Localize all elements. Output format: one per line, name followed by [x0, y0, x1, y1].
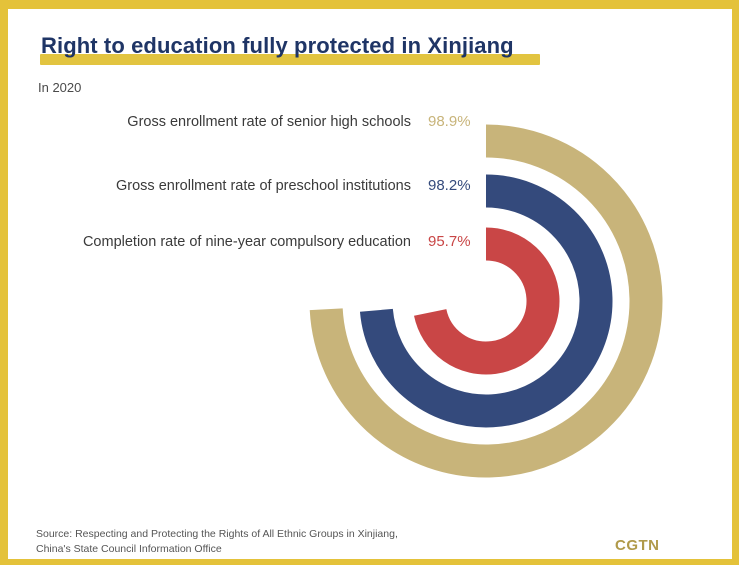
series-label-2: Gross enrollment rate of preschool insti… [116, 178, 411, 194]
ring-arc-1 [309, 124, 663, 478]
source-line-2: China's State Council Information Office [36, 543, 222, 555]
title-highlight-bar [40, 54, 540, 65]
source-line-1: Source: Respecting and Protecting the Ri… [36, 528, 398, 540]
series-label-3: Completion rate of nine-year compulsory … [83, 234, 411, 250]
subtitle: In 2020 [38, 80, 82, 95]
value-label-2: 98.2% [428, 177, 471, 194]
page-title: Right to education fully protected in Xi… [41, 33, 514, 58]
series-label-1: Gross enrollment rate of senior high sch… [127, 114, 411, 130]
value-label-3: 95.7% [428, 233, 471, 250]
cgtn-logo: CGTN [615, 537, 660, 554]
value-label-1: 98.9% [428, 113, 471, 130]
source-note: Source: Respecting and Protecting the Ri… [36, 527, 536, 557]
ring-arc-2 [359, 174, 613, 428]
ring-arc-3 [414, 227, 560, 375]
